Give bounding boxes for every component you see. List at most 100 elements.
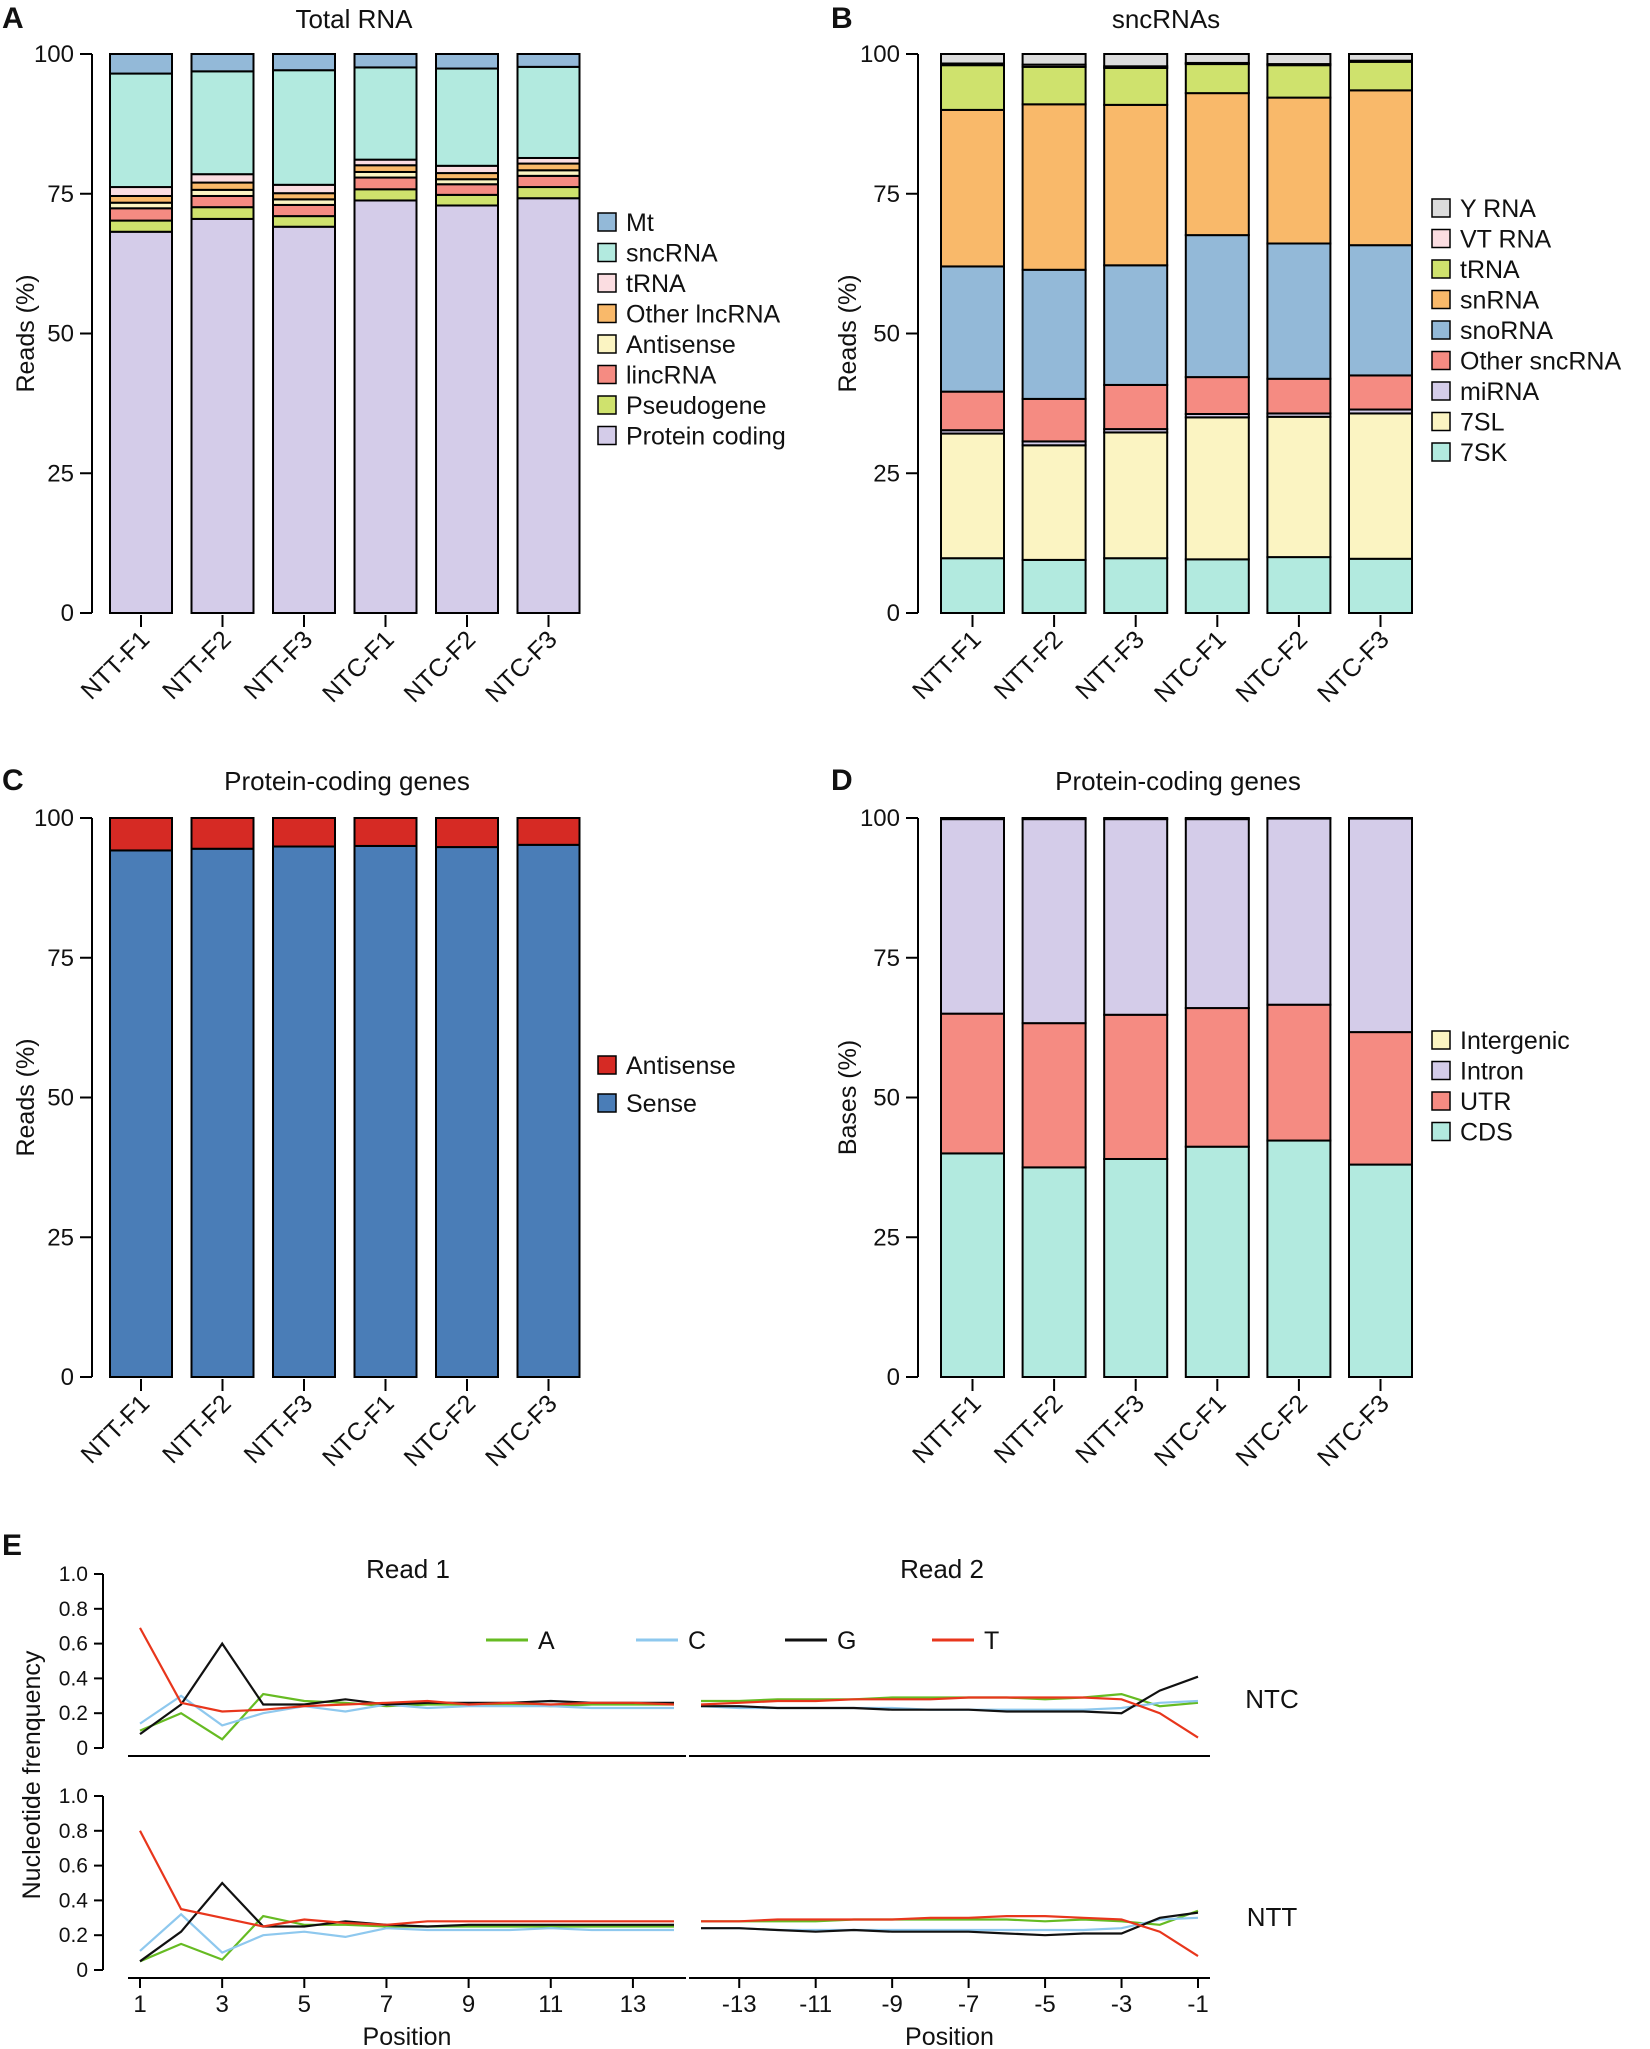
category-label: NTT-F3 [1070, 1389, 1150, 1469]
y-tick-label: 0.4 [59, 1889, 89, 1912]
bar-segment-intron-ntc-f3 [1348, 817, 1413, 1034]
bar-segment-snrna-ntc-f1 [1184, 92, 1250, 237]
chart-title: Total RNA [295, 4, 413, 34]
series-line-ntt-read2-t [701, 1914, 1199, 1958]
y-tick-label: 50 [47, 321, 74, 348]
bar-segment-sense-ntt-f2 [190, 847, 255, 1378]
bar-segment-other-lncrna-ntc-f3 [516, 162, 581, 172]
y-tick-label: 50 [873, 321, 900, 348]
bar-segment-7sl-ntc-f1 [1184, 416, 1250, 561]
bar-segment-lincrna-ntc-f1 [353, 176, 418, 191]
legend-label-snorna: snoRNA [1460, 317, 1553, 345]
bar-segment-7sl-ntc-f3 [1348, 412, 1413, 560]
legend-label-trna: tRNA [626, 270, 686, 298]
series-line-ntc-read1-t [139, 1627, 675, 1713]
panel-c: C Protein-coding genes 0 25 50 75 100 Reads (%)… [2, 764, 736, 1472]
bar-segment-other-lncrna-ntt-f1 [109, 194, 173, 204]
legend-swatch-7sl [1431, 411, 1451, 432]
category-label: NTT-F2 [157, 625, 237, 705]
bar-segment-lincrna-ntt-f2 [190, 194, 255, 209]
bar-segment-intergenic-ntc-f1 [1184, 817, 1250, 821]
y-tick-label: 75 [873, 181, 900, 208]
series-line-ntt-read2-a [701, 1909, 1199, 1926]
y-tick-label: 50 [873, 1085, 900, 1112]
legend-swatch-other-sncrna [1431, 350, 1451, 371]
bar-segment-snrna-ntc-f2 [1266, 96, 1332, 245]
bar-segment-snrna-ntc-f3 [1348, 89, 1413, 247]
series-line-ntc-read1-g [139, 1641, 674, 1735]
legend-label-pseudogene: Pseudogene [626, 392, 766, 420]
bar-segment-trna-ntt-f3 [1103, 66, 1169, 106]
bar-segment-sense-ntc-f1 [353, 844, 418, 1378]
legend-label-a: A [538, 1627, 555, 1655]
panel-letter: E [2, 1529, 22, 1562]
y-tick-label: 50 [47, 1085, 74, 1112]
bar-segment-sncrna-ntc-f1 [353, 66, 418, 161]
x-tick-label: 3 [215, 1991, 228, 2018]
bar-segment-other-sncrna-ntc-f2 [1266, 377, 1332, 415]
bar-segment-trna-ntc-f2 [435, 164, 499, 175]
bar-segment-sense-ntc-f2 [435, 846, 499, 1378]
bar-segment-y-rna-ntt-f3 [1103, 53, 1169, 68]
y-tick-label: 0 [61, 600, 74, 627]
y-tick-label: 25 [47, 460, 74, 487]
bar-segment-intergenic-ntt-f2 [1021, 817, 1087, 821]
bar-segment-pseudogene-ntc-f2 [435, 193, 499, 207]
x-tick-label: 5 [298, 1991, 311, 2018]
bar-segment-snrna-ntt-f3 [1103, 103, 1169, 267]
y-tick-label: 1.0 [59, 1785, 88, 1808]
row-label: NTC [1245, 1684, 1298, 1714]
column-title: Read 1 [366, 1554, 450, 1584]
column-title: Read 2 [900, 1554, 984, 1584]
category-label: NTC-F2 [1230, 625, 1313, 708]
x-tick-label: 13 [620, 1991, 647, 2018]
bar-segment-antisense-ntc-f1 [353, 817, 418, 847]
legend-swatch-mirna [1431, 381, 1451, 401]
y-axis-label: Reads (%) [12, 1038, 40, 1156]
bar-segment-mt-ntc-f3 [516, 53, 581, 68]
row-label: NTT [1247, 1902, 1298, 1932]
y-axis-label: Reads (%) [834, 274, 862, 392]
bar-segment-7sk-ntc-f1 [1184, 558, 1250, 614]
legend-label-protein-coding: Protein coding [626, 423, 786, 451]
bar-segment-cds-ntc-f1 [1184, 1145, 1250, 1379]
y-tick-label: 100 [860, 41, 900, 68]
bar-segment-cds-ntt-f2 [1021, 1166, 1087, 1378]
category-label: NTC-F2 [399, 625, 482, 708]
category-label: NTT-F2 [157, 1389, 237, 1469]
y-tick-label: 100 [34, 805, 74, 832]
legend-label-c: C [688, 1627, 706, 1655]
bar-segment-mt-ntt-f1 [109, 53, 173, 75]
bar-segment-intergenic-ntt-f1 [940, 817, 1005, 821]
y-tick-label: 0 [61, 1364, 74, 1391]
bar-segment-other-sncrna-ntt-f2 [1021, 397, 1087, 443]
bar-segment-protein-coding-ntc-f3 [516, 197, 581, 615]
bar-segment-pseudogene-ntc-f3 [516, 186, 581, 200]
bar-segment-trna-ntt-f2 [190, 173, 255, 184]
legend-label-mt: Mt [626, 209, 654, 237]
legend-swatch-other-lncrna [597, 303, 617, 324]
x-tick-label: -13 [722, 1991, 757, 2018]
legend-swatch-trna [1431, 259, 1451, 279]
y-axis-label: Nucleotide frenquency [18, 1650, 46, 1899]
panel-letter: B [831, 2, 853, 35]
bar-segment-snorna-ntc-f1 [1184, 234, 1250, 379]
legend-label-intergenic: Intergenic [1460, 1027, 1570, 1055]
chart-title: Protein-coding genes [1055, 766, 1301, 796]
bar-segment-mt-ntt-f2 [190, 53, 255, 73]
bar-segment-snrna-ntt-f2 [1021, 103, 1087, 271]
legend-label-sncrna: sncRNA [626, 240, 718, 268]
legend-label-antisense: Antisense [626, 1052, 736, 1080]
legend-swatch-cds [1431, 1121, 1451, 1142]
category-label: NTT-F3 [239, 1389, 319, 1469]
category-label: NTC-F2 [1230, 1389, 1313, 1472]
legend-label-antisense: Antisense [626, 331, 736, 359]
bar-segment-cds-ntt-f1 [940, 1152, 1005, 1379]
category-label: NTT-F1 [907, 625, 987, 705]
bar-segment-utr-ntc-f2 [1266, 1003, 1332, 1142]
bar-segment-intergenic-ntt-f3 [1103, 817, 1169, 821]
bar-segment-lincrna-ntc-f3 [516, 174, 581, 189]
bar-segment-sense-ntc-f3 [516, 843, 581, 1378]
bar-segment-protein-coding-ntt-f3 [272, 225, 336, 615]
